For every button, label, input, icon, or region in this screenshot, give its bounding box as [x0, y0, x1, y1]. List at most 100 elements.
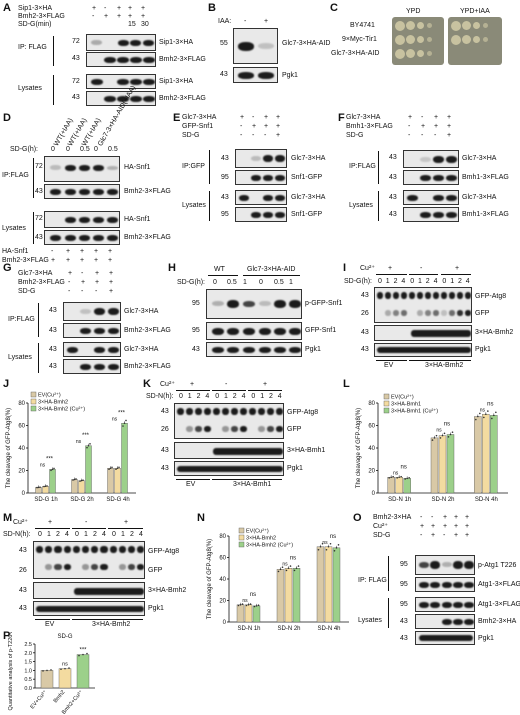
- mw-marker: 43: [49, 346, 57, 353]
- sign: +: [455, 265, 460, 272]
- panel-letter: O: [353, 512, 362, 524]
- blot-label: Bmh2-3×FLAG: [124, 363, 171, 370]
- mw-marker: 95: [400, 581, 408, 588]
- bar: [316, 546, 325, 623]
- time-value: 1: [121, 531, 125, 538]
- sign: +: [264, 18, 269, 25]
- data-point: [439, 437, 442, 439]
- blot-h-pgk1: [206, 342, 302, 357]
- x-tick-label: SD-N 4h: [317, 626, 340, 632]
- mw-marker: 43: [192, 346, 200, 353]
- significance-label: ns: [322, 540, 328, 546]
- data-point: [50, 469, 52, 472]
- time-value: 0: [410, 278, 415, 285]
- data-point: [50, 669, 52, 671]
- mw-marker: 43: [361, 329, 369, 336]
- y-tick-label: 0: [372, 491, 376, 497]
- sign: +: [264, 123, 269, 130]
- band-gfp-atg8: [204, 408, 211, 415]
- legend-label: 3×HA-Bmh2 (Cu²⁺): [246, 542, 293, 549]
- sign: +: [80, 248, 85, 255]
- data-point: [111, 466, 113, 469]
- sign: -: [92, 13, 95, 20]
- mw-marker: 95: [400, 561, 408, 568]
- strain-label: BY4741: [350, 22, 375, 29]
- sign: +: [276, 132, 281, 139]
- data-point: [42, 670, 44, 672]
- blot-label: 3×HA-Bmh2: [148, 587, 187, 594]
- band-gfp-atg8: [417, 292, 423, 299]
- time-value: 2: [196, 393, 201, 400]
- band-gfp: [186, 426, 193, 432]
- band-gfp-atg8: [72, 546, 80, 553]
- data-point: [53, 467, 55, 470]
- blot-label: Glc7-3×HA-AID: [282, 40, 331, 47]
- cu-label: Cu²⁺: [13, 519, 28, 526]
- sdn-label: SD-N(h):: [146, 393, 174, 400]
- sign: +: [117, 13, 122, 20]
- data-point: [115, 468, 117, 471]
- row-label: SD-G(min): [18, 21, 52, 28]
- time-value: 1: [385, 278, 390, 285]
- sign: -: [252, 132, 255, 139]
- sign: +: [408, 114, 413, 121]
- mw-marker: 43: [400, 635, 408, 642]
- blot-label: 3×HA-Bmh1: [287, 447, 326, 454]
- sign: +: [81, 279, 86, 286]
- blot-a-lys-bmh2: [86, 91, 156, 106]
- mw-marker: 43: [72, 55, 80, 62]
- blot-a-lys-sip1: [86, 74, 156, 89]
- data-point: [51, 468, 54, 471]
- time-value: 1: [224, 393, 228, 400]
- mw-marker: 43: [361, 292, 369, 299]
- data-point: [491, 417, 493, 420]
- blot-g-ip-bmh2: [63, 323, 121, 338]
- data-point: [396, 477, 398, 479]
- blot-label: GFP-Atg8: [148, 548, 180, 555]
- blot-label: Glc7-3×HA: [291, 194, 326, 201]
- blot-g-lys-glc7: [63, 342, 121, 357]
- sign: +: [109, 270, 114, 277]
- blot-d-lys-snf1: [44, 211, 120, 228]
- row-label: Bmh2-3×FLAG: [2, 257, 49, 264]
- y-tick-label: 40: [368, 446, 375, 452]
- data-point: [435, 434, 438, 437]
- panel-letter: A: [3, 2, 11, 14]
- sign: -: [85, 519, 88, 526]
- blot-label: Bmh2-3×FLAG: [124, 327, 171, 334]
- data-point: [79, 480, 81, 482]
- band-gfp: [425, 310, 431, 316]
- x-tick-label: SD-N 2h: [277, 626, 300, 632]
- time-value: 4: [433, 278, 438, 285]
- band-gfp-atg8: [231, 408, 238, 415]
- group-label: 3×HA-Bmh2: [92, 621, 131, 628]
- blot-label: Atg1-3×FLAG: [478, 601, 520, 608]
- row-label: Glc7-3×HA: [18, 270, 53, 277]
- x-tick-label: SD-N 1h: [388, 497, 411, 503]
- blot-label: Pgk1: [475, 346, 491, 353]
- blot-label: GFP: [475, 310, 490, 317]
- strain-label: Glc7-3×HA-AID: [331, 50, 380, 57]
- sign: -: [443, 532, 446, 539]
- blot-label: Bmh2-3×HA: [478, 618, 517, 625]
- data-point: [337, 544, 340, 546]
- band-gfp-atg8: [128, 546, 136, 553]
- bar: [78, 480, 85, 494]
- time-value: 0: [378, 278, 382, 285]
- band-gfp-atg8: [258, 408, 265, 415]
- row-label: GFP-Snf1: [182, 123, 214, 130]
- time-value: 0: [66, 146, 70, 153]
- blot-label: HA-Snf1: [124, 216, 151, 223]
- mw-marker: 26: [161, 426, 169, 433]
- band-gfp-atg8: [36, 546, 44, 553]
- band-gfp: [258, 426, 265, 432]
- data-point: [72, 479, 74, 481]
- blot-e-ip-glc7: [235, 149, 287, 168]
- bar: [42, 486, 49, 494]
- sign: +: [443, 514, 448, 521]
- sign: +: [68, 270, 73, 277]
- section-label: Lysates: [349, 202, 373, 209]
- legend-label: EV(Cu²⁺): [38, 392, 61, 399]
- blot-label: Glc7-3×HA: [462, 155, 497, 162]
- legend-label: EV(Cu²⁺): [246, 528, 269, 535]
